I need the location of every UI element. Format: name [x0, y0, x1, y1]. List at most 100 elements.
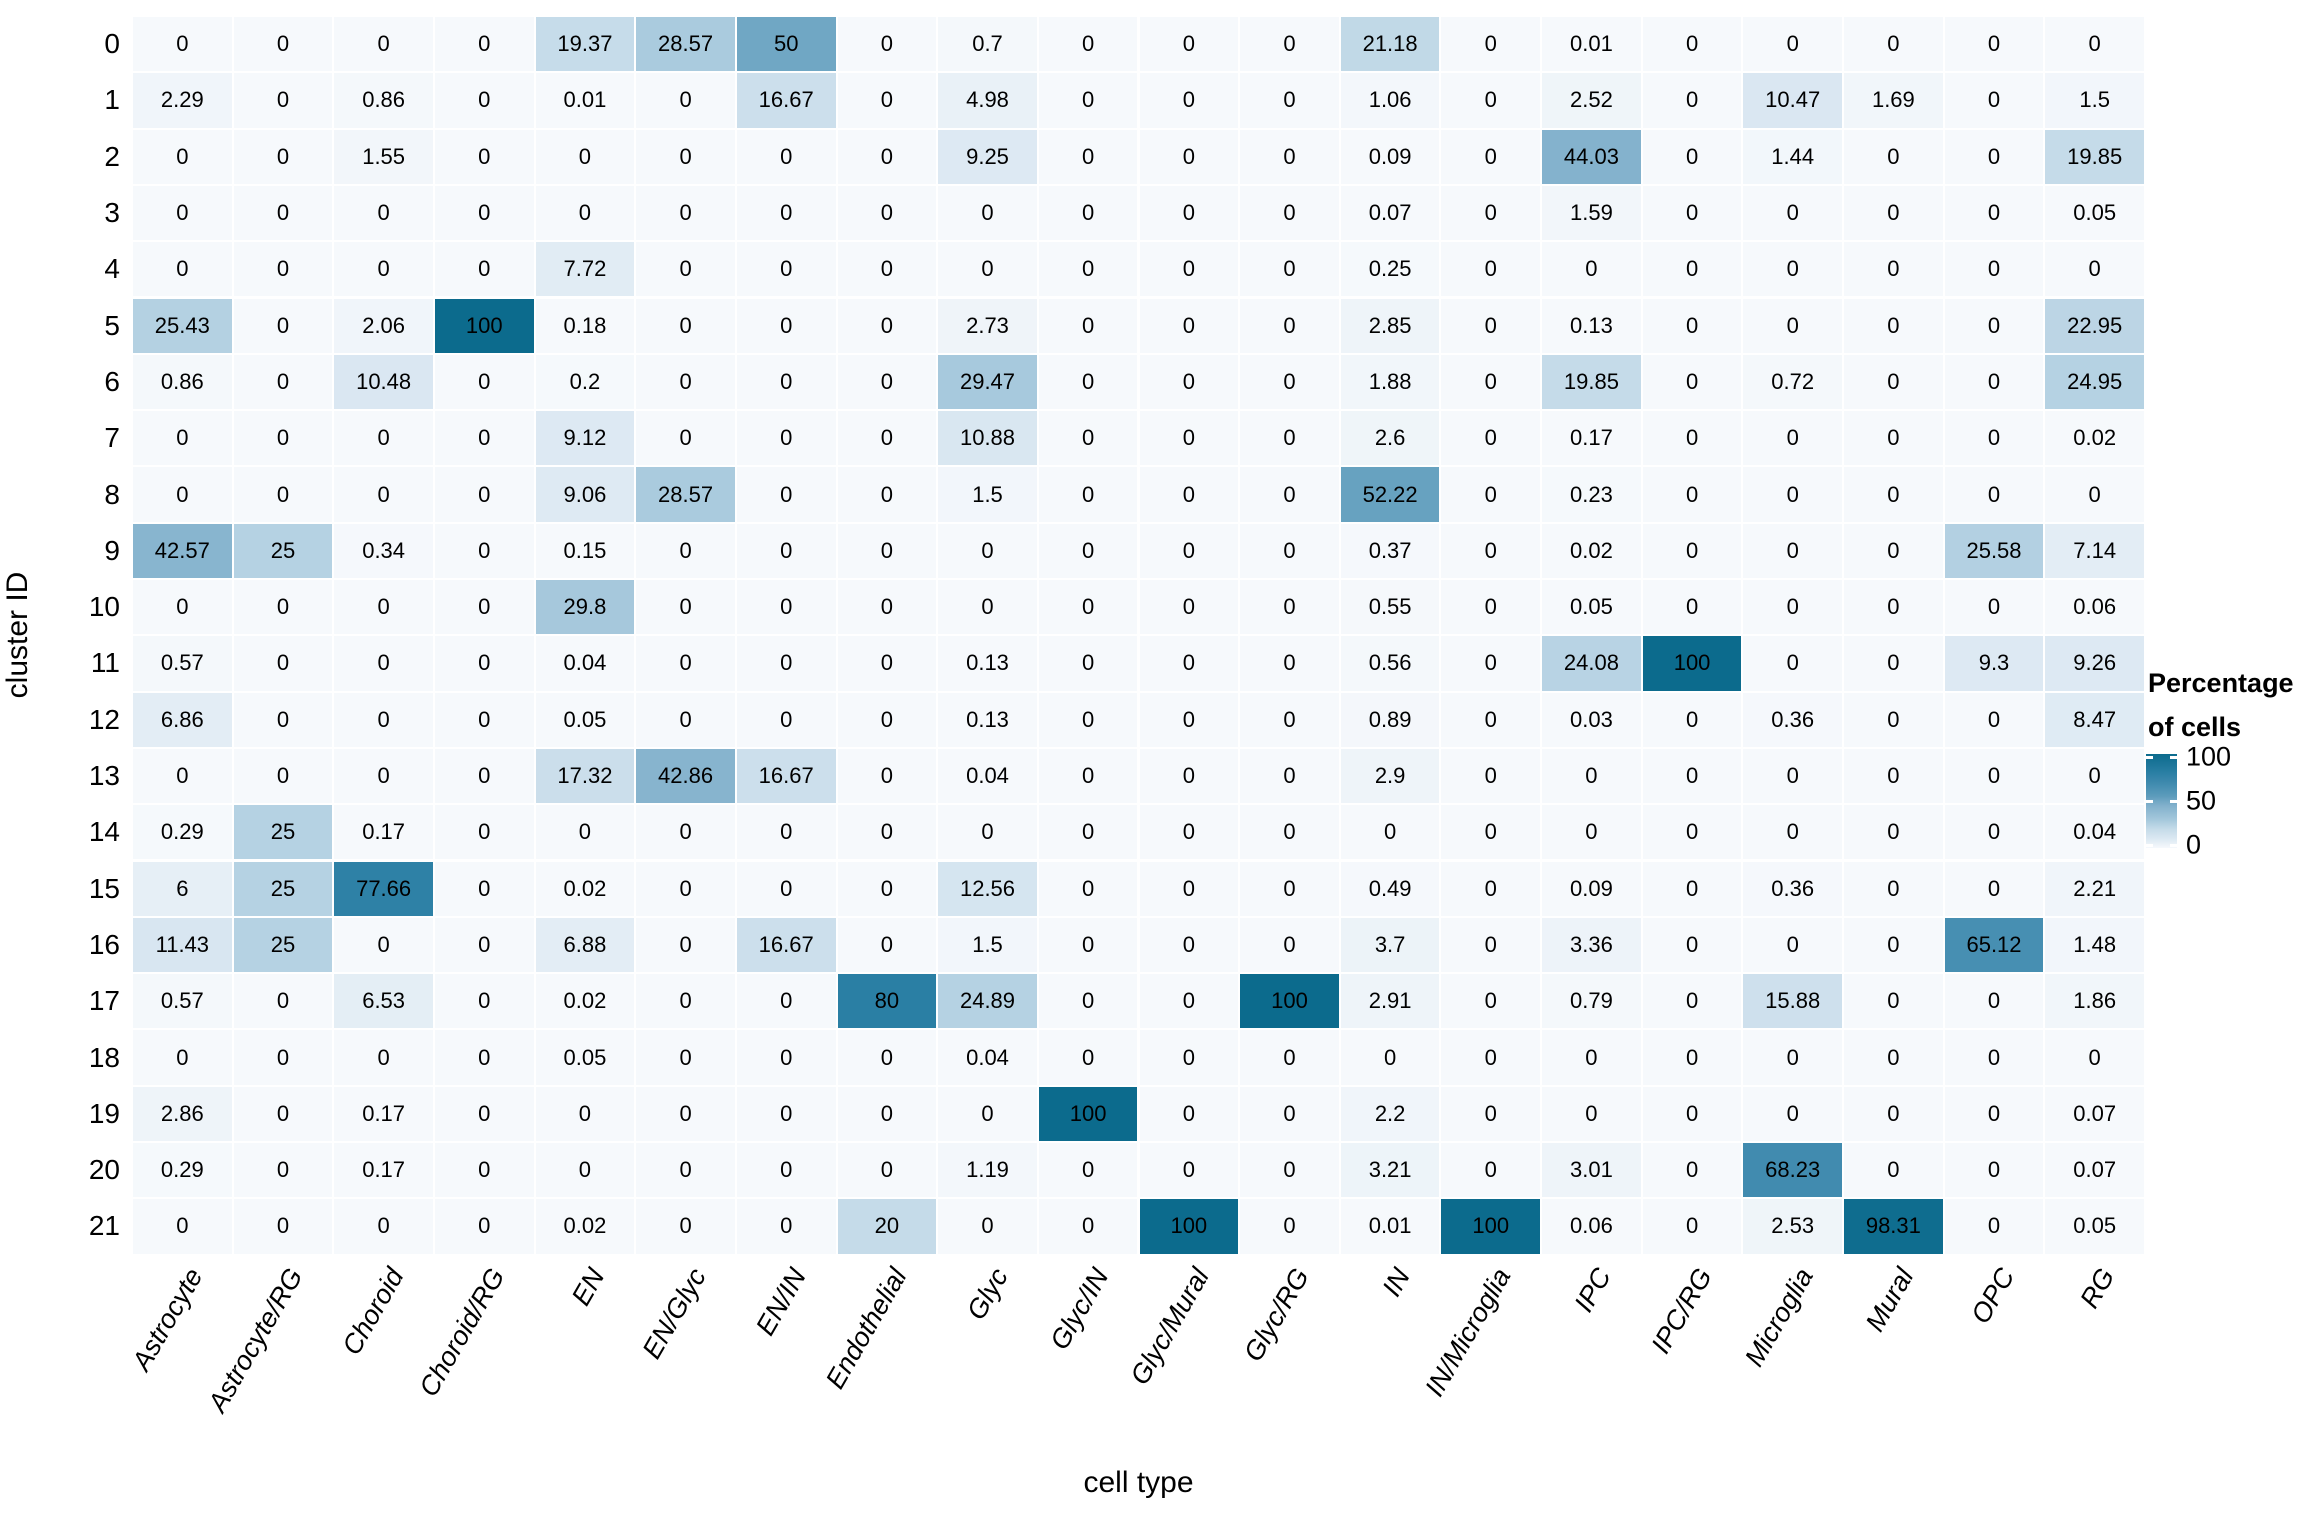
cell-value: 9.3	[1978, 650, 2010, 676]
cell-value: 0	[578, 200, 592, 226]
y-tick-label: 10	[88, 591, 120, 623]
heatmap-cell: 0	[334, 917, 433, 973]
heatmap-cell: 0	[1642, 1143, 1742, 1198]
x-tick-label-text: Glyc/RG	[1238, 1262, 1316, 1366]
heatmap-cell: 0	[636, 692, 735, 747]
heatmap-cell: 0	[1139, 411, 1239, 466]
heatmap-cell: 0	[2045, 748, 2144, 804]
heatmap-cell: 0	[1441, 580, 1541, 635]
cell-value: 25	[270, 931, 296, 957]
heatmap-cell: 0	[1441, 467, 1541, 522]
cell-value: 0	[377, 425, 390, 451]
cell-value: 0	[1082, 537, 1095, 563]
heatmap-cell: 0	[233, 298, 333, 353]
heatmap-cell: 0	[434, 185, 534, 241]
cell-value: 0	[1685, 256, 1699, 282]
heatmap-cell: 2.91	[1340, 974, 1440, 1029]
cell-value: 0	[679, 931, 692, 957]
cell-value: 0	[1987, 594, 2001, 620]
x-tick-label-text: Glyc	[960, 1262, 1014, 1325]
heatmap-cell: 0	[736, 974, 836, 1029]
cell-value: 0.36	[1771, 706, 1815, 732]
cell-value: 0	[176, 200, 189, 226]
x-tick-label-text: Endothelial	[820, 1262, 913, 1394]
cell-value: 0.15	[563, 537, 607, 563]
heatmap-cell: 0	[1441, 73, 1541, 128]
x-tick-label-text: Mural	[1859, 1262, 1920, 1337]
heatmap-cell: 0.49	[1340, 861, 1440, 916]
cell-value: 0	[880, 819, 893, 845]
heatmap-cell: 29.8	[535, 580, 635, 635]
heatmap-cell: 100	[1240, 974, 1339, 1029]
heatmap-cell: 15.88	[1743, 974, 1843, 1029]
cell-value: 0	[1786, 1044, 1799, 1070]
cell-value: 0.04	[966, 1044, 1009, 1070]
heatmap-cell: 0	[1944, 692, 2044, 747]
heatmap-cell: 0	[938, 185, 1037, 241]
y-tick-label: 12	[88, 703, 120, 735]
cell-value: 0	[679, 1044, 692, 1070]
heatmap-cell: 0	[233, 354, 333, 410]
heatmap-cell: 0	[233, 1143, 333, 1198]
heatmap-cell: 0.36	[1743, 861, 1843, 916]
cell-value: 42.57	[154, 537, 210, 563]
heatmap-cell: 0	[1139, 1143, 1239, 1198]
y-tick-label: 13	[88, 760, 120, 792]
cell-value: 0	[679, 87, 692, 113]
heatmap-cell: 0	[1944, 974, 2044, 1029]
cell-value: 0	[880, 537, 893, 563]
heatmap-cell: 0	[1542, 748, 1641, 804]
heatmap-cell: 16.67	[736, 73, 836, 128]
cell-value: 0	[1484, 1157, 1497, 1183]
cell-value: 0	[1283, 537, 1296, 563]
cell-value: 0	[1887, 425, 1900, 451]
cell-value: 0	[2088, 481, 2101, 507]
cell-value: 0	[1987, 425, 2001, 451]
cell-value: 0	[478, 988, 491, 1014]
cell-value: 0	[1082, 368, 1095, 394]
heatmap-cell: 0	[233, 580, 333, 635]
cell-value: 0	[780, 650, 793, 676]
heatmap-cell: 0	[1844, 636, 1943, 691]
heatmap-cell: 0	[1139, 467, 1239, 522]
cell-value: 0	[1484, 988, 1497, 1014]
cell-value: 0	[1887, 31, 1900, 57]
cell-value: 0	[1484, 425, 1497, 451]
heatmap-cell: 0	[1441, 1030, 1541, 1085]
cell-value: 7.72	[563, 256, 607, 282]
heatmap-cell: 0.13	[938, 636, 1037, 691]
heatmap-cell: 0	[1642, 298, 1742, 353]
cell-value: 0	[780, 1044, 793, 1070]
heatmap-cell: 0	[1240, 1030, 1339, 1085]
cell-value: 2.9	[1374, 763, 1406, 789]
x-tick-label-text: IN	[1376, 1262, 1417, 1301]
x-tick-label-text: EN	[566, 1262, 611, 1311]
cell-value: 0	[1082, 143, 1095, 169]
heatmap-cell: 0	[434, 1086, 534, 1141]
heatmap-cell: 0	[1844, 298, 1943, 353]
cell-value: 10.88	[959, 425, 1016, 451]
cell-value: 100	[1472, 1213, 1510, 1239]
cell-value: 25	[270, 875, 296, 901]
y-tick-label: 16	[88, 928, 120, 960]
heatmap-cell: 0	[1642, 805, 1742, 860]
heatmap-cell: 0.15	[535, 523, 635, 578]
cell-value: 1.5	[972, 481, 1003, 507]
heatmap-cell: 28.57	[636, 467, 735, 522]
heatmap-cell: 0	[1642, 974, 1742, 1029]
heatmap-cell: 0.37	[1340, 523, 1440, 578]
cell-value: 19.85	[1563, 368, 1619, 394]
heatmap-cell: 0.72	[1743, 354, 1843, 410]
heatmap-cell: 2.21	[2045, 861, 2144, 916]
heatmap-cell: 0	[334, 1030, 433, 1085]
heatmap-cell: 100	[1441, 1199, 1541, 1254]
heatmap-cell: 2.9	[1340, 748, 1440, 804]
cell-value: 0.13	[966, 650, 1009, 676]
heatmap-cell: 0	[1743, 242, 1843, 297]
cell-value: 0	[1182, 1100, 1195, 1126]
heatmap-cell: 0	[736, 1030, 836, 1085]
cell-value: 0	[1786, 31, 1799, 57]
cell-value: 0	[478, 425, 491, 451]
heatmap-cell: 0	[1441, 298, 1541, 353]
heatmap-cell: 1.5	[938, 917, 1037, 973]
